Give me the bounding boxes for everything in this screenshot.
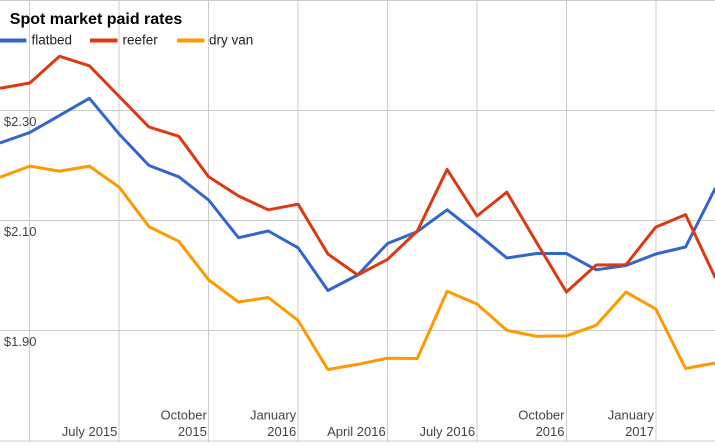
svg-text:flatbed: flatbed	[32, 33, 73, 48]
svg-text:2016: 2016	[267, 424, 296, 439]
svg-text:Spot market paid rates: Spot market paid rates	[10, 11, 183, 28]
svg-text:reefer: reefer	[123, 33, 159, 48]
svg-text:July 2016: July 2016	[419, 424, 475, 439]
svg-text:2017: 2017	[625, 424, 654, 439]
svg-text:April 2016: April 2016	[327, 424, 386, 439]
svg-text:January: January	[608, 407, 655, 422]
svg-text:January: January	[250, 407, 297, 422]
svg-text:July 2015: July 2015	[62, 424, 118, 439]
svg-text:$2.30: $2.30	[4, 114, 37, 129]
svg-text:2016: 2016	[536, 424, 565, 439]
svg-text:$1.90: $1.90	[4, 334, 37, 349]
svg-text:October: October	[161, 407, 208, 422]
svg-text:dry van: dry van	[209, 33, 253, 48]
svg-text:$2.10: $2.10	[4, 224, 37, 239]
svg-text:2015: 2015	[178, 424, 207, 439]
svg-text:October: October	[518, 407, 565, 422]
